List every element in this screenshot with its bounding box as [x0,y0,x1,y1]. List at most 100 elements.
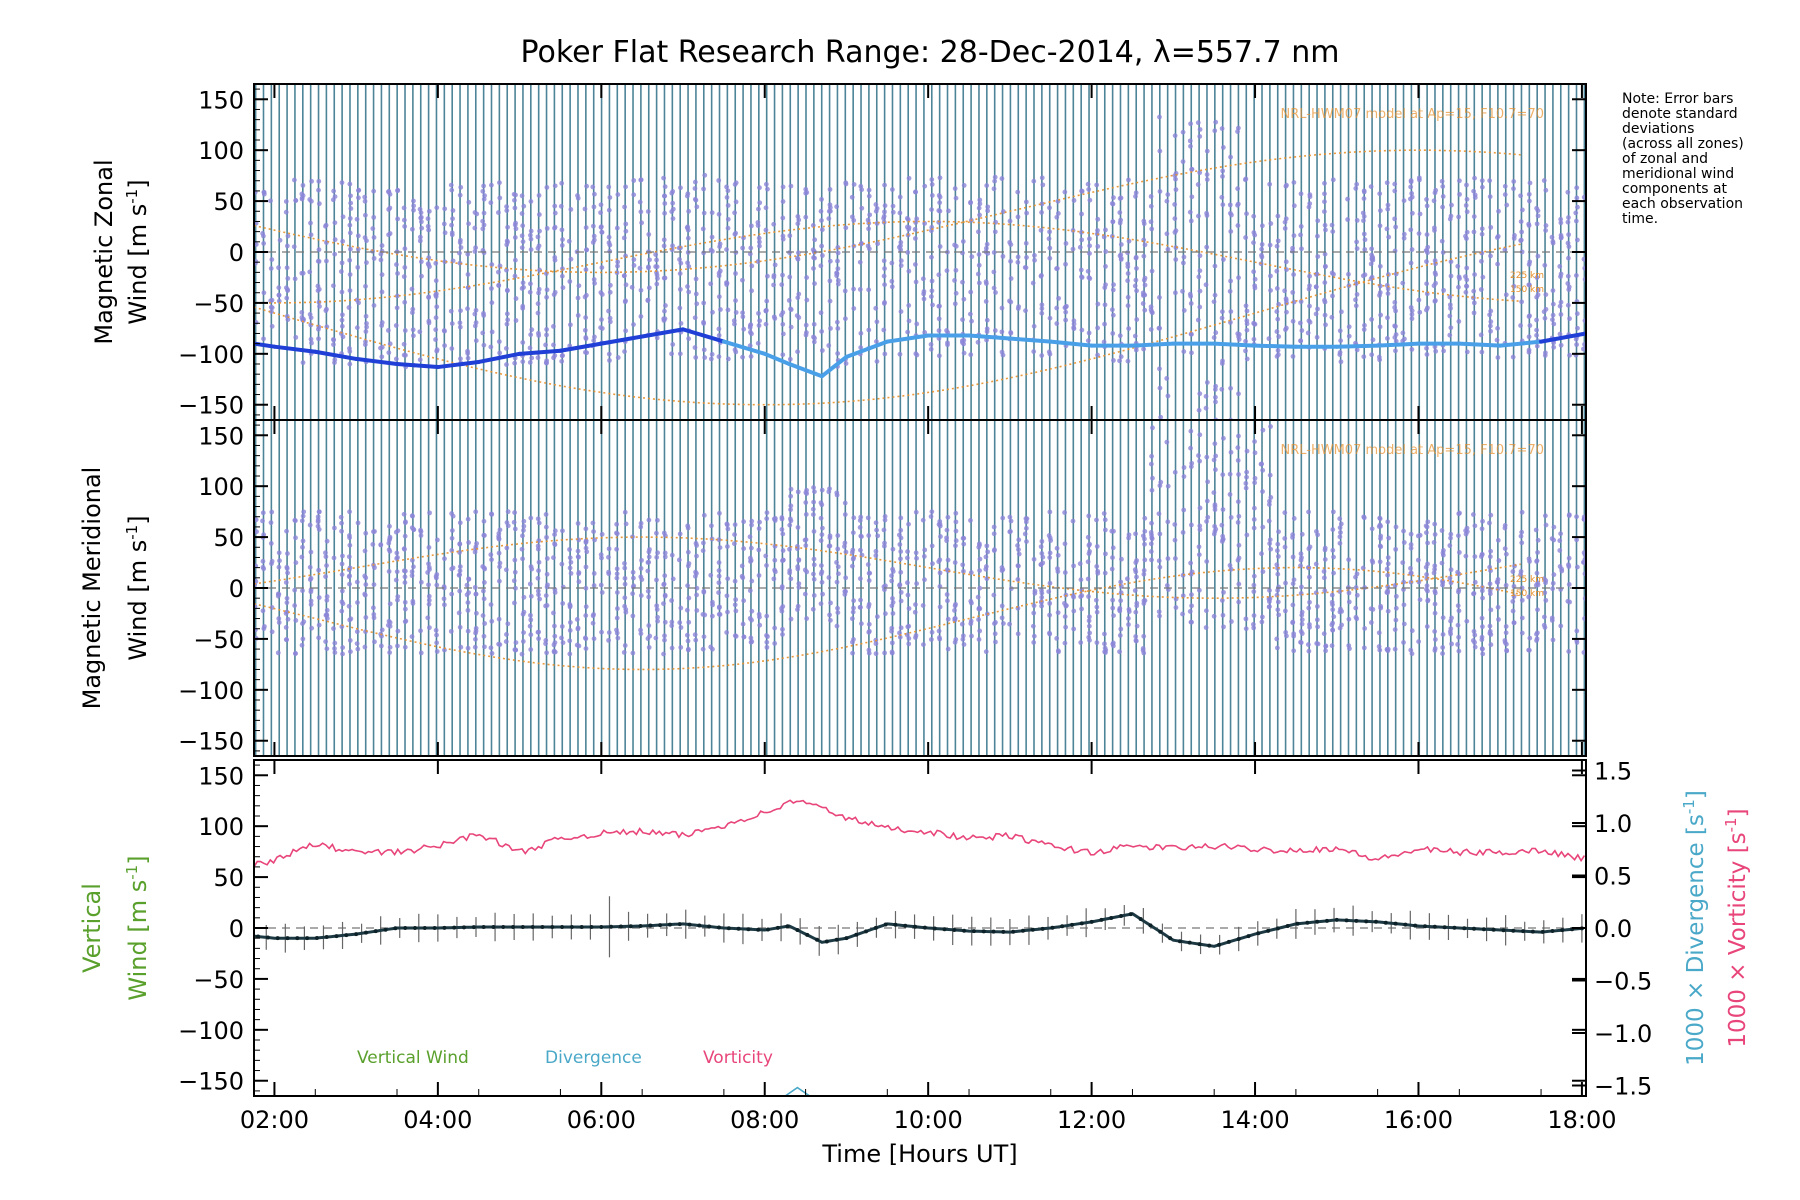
sample-point [1519,585,1525,591]
sample-point [1401,235,1407,241]
sample-point [866,246,872,252]
sample-point [1487,623,1493,629]
sample-point [960,636,966,642]
sample-point [543,342,548,348]
sample-point [1126,622,1131,627]
sample-point [1103,227,1108,233]
sample-point [747,251,753,257]
sample-point [1228,449,1234,455]
sample-point [716,560,722,565]
sample-point [1456,284,1461,290]
y-tick-label: 0 [229,915,244,943]
sample-point [356,195,361,201]
sample-point [912,226,918,232]
sample-point [1408,196,1413,202]
sample-point [1125,278,1131,284]
zonal-mean-segment [721,339,767,356]
sample-point [898,598,904,604]
sample-point [1212,387,1218,392]
sample-point [300,538,306,544]
sample-point [1157,531,1163,537]
sample-point [433,575,439,581]
sample-point [1140,301,1146,306]
sample-point [1393,308,1398,314]
sample-point [433,291,439,297]
sample-point [1455,641,1461,647]
sample-point [1189,603,1194,609]
sample-point [331,337,337,343]
sample-point [1400,280,1406,286]
sample-point [1077,561,1083,567]
sample-point [1149,536,1155,542]
sample-point [559,353,565,359]
sample-point [944,268,950,274]
sample-point [725,216,731,222]
sample-point [1565,302,1571,308]
sample-point [732,578,738,584]
sample-point [568,559,574,565]
sample-point [663,303,668,308]
sample-point [315,523,321,529]
sample-point [1361,327,1367,332]
sample-point [953,519,959,525]
sample-point [866,187,872,193]
sample-point [993,639,998,645]
sample-point [519,546,525,552]
sample-point [1385,608,1391,614]
sample-point [401,568,407,574]
sample-point [716,354,722,360]
sample-point [552,532,557,537]
sample-point [1213,467,1218,473]
sample-point [521,523,527,529]
sample-point [1433,187,1439,193]
sample-point [788,576,794,582]
sample-point [1472,639,1477,645]
sample-point [818,601,824,607]
sample-point [952,616,958,622]
sample-point [991,592,997,598]
zonal-mean-segment [313,349,359,361]
sample-point [607,289,613,295]
sample-point [362,592,368,598]
vertical-wind-point [1099,917,1104,922]
sample-point [827,533,833,539]
sample-point [614,566,620,572]
vertical-wind-point [314,936,319,941]
vertical-wind-point [1011,929,1016,934]
sample-point [1149,557,1154,563]
sample-point [991,250,997,255]
sample-point [1103,282,1108,288]
sample-point [1148,530,1154,535]
sample-point [961,541,967,547]
sample-point [922,577,927,583]
sample-point [835,351,841,356]
sample-point [284,566,290,571]
sample-point [308,598,314,604]
sample-point [1385,646,1391,652]
sample-point [1432,601,1438,607]
sample-point [1290,534,1295,540]
sample-point [505,224,510,230]
sample-point [1447,313,1453,319]
sample-point [1266,518,1272,524]
sample-point [332,251,338,257]
sample-point [654,335,660,341]
vertical-wind-point [1550,929,1555,934]
sample-point [1377,559,1383,565]
sample-point [1228,566,1234,572]
sample-point [922,330,928,335]
sample-point [449,528,455,533]
sample-point [1252,480,1258,486]
sample-point [1369,246,1375,252]
sample-point [1488,224,1494,230]
sample-point [795,525,801,530]
sample-point [347,535,352,541]
sample-point [795,214,801,219]
sample-point [1221,435,1226,441]
sample-point [1464,196,1470,202]
sample-point [1126,609,1132,614]
sample-point [418,579,424,585]
sample-point [1267,588,1272,593]
sample-point [1085,576,1091,582]
sample-point [1211,335,1217,340]
